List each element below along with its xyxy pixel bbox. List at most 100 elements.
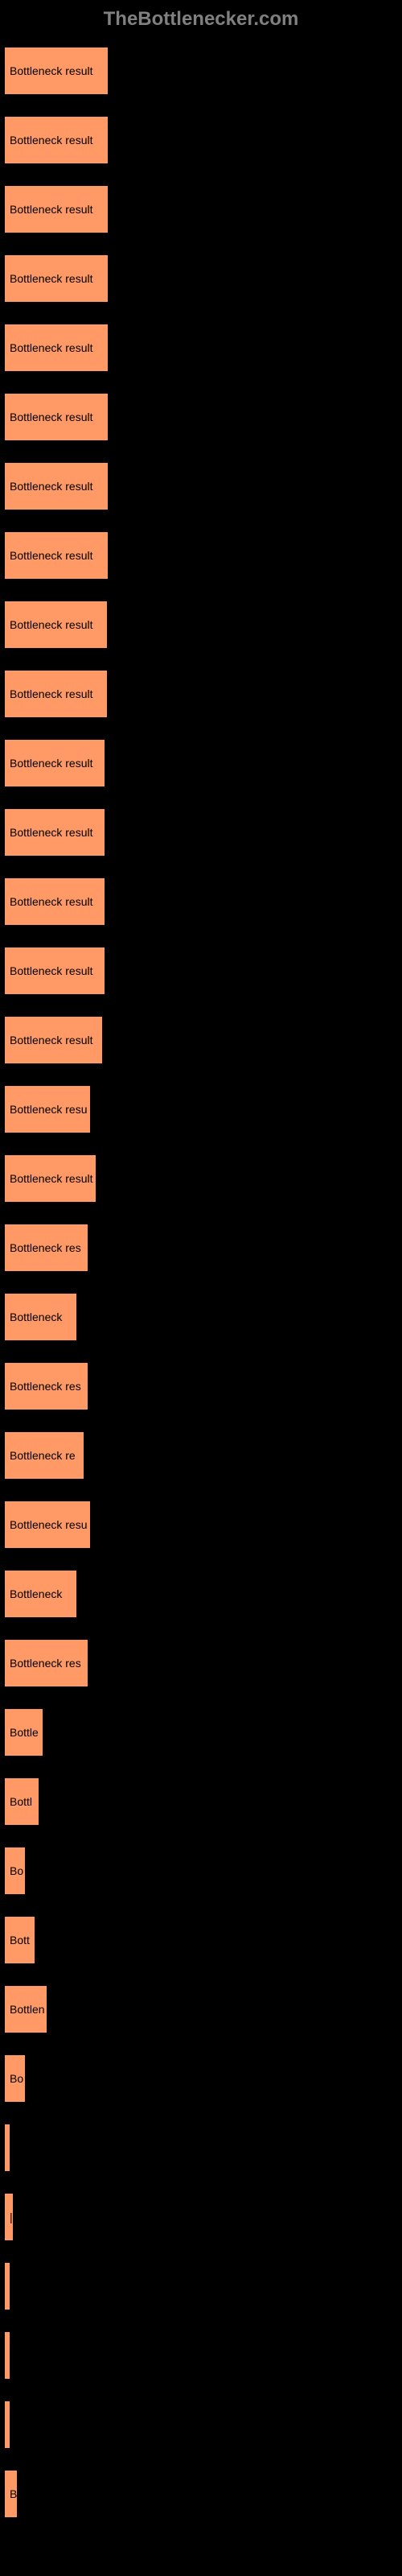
bar: Bottleneck result: [4, 601, 108, 649]
bar-label: Bottleneck result: [10, 272, 93, 285]
site-header: TheBottlenecker.com: [0, 8, 402, 31]
bar-label: Bottleneck result: [10, 618, 93, 631]
bar-label: Bottleneck result: [10, 134, 93, 147]
bar-row: Bottleneck result: [4, 254, 398, 303]
bar: Bottleneck result: [4, 531, 109, 580]
bar: Bottleneck result: [4, 116, 109, 164]
bar: Bottleneck result: [4, 393, 109, 441]
bar-row: Bottleneck result: [4, 1016, 398, 1064]
bar-row: Bottleneck result: [4, 462, 398, 510]
bar: Bottleneck result: [4, 808, 105, 857]
bar-label: Bottleneck: [10, 1587, 62, 1600]
bar: Bottlen: [4, 1985, 47, 2033]
bar-row: Bottleneck result: [4, 531, 398, 580]
bar: Bottleneck result: [4, 947, 105, 995]
bar-row: Bottle: [4, 1708, 398, 1757]
bar: Bottl: [4, 1777, 39, 1826]
bar: Bottleneck result: [4, 739, 105, 787]
bar-row: |: [4, 2193, 398, 2241]
bar-label: Bottleneck re: [10, 1449, 76, 1462]
bar-row: [4, 2124, 398, 2172]
bar-row: Bottleneck resu: [4, 1085, 398, 1133]
bar-label: Bo: [10, 1864, 23, 1877]
bar: Bottleneck res: [4, 1224, 88, 1272]
bar-row: Bottleneck result: [4, 47, 398, 95]
bars-container: Bottleneck result Bottleneck result Bottle…: [4, 47, 398, 2518]
bar-row: B: [4, 2470, 398, 2518]
bar-row: Bottleneck result: [4, 393, 398, 441]
bar-label: Bott: [10, 1934, 30, 1946]
bar-row: Bottleneck result: [4, 947, 398, 995]
bar-label: Bottleneck result: [10, 1172, 93, 1185]
bar: Bottleneck re: [4, 1431, 84, 1480]
header-text: TheBottlenecker.com: [104, 8, 299, 30]
bar: [4, 2401, 10, 2449]
bar-row: Bottlen: [4, 1985, 398, 2033]
bar: Bottleneck result: [4, 254, 109, 303]
bar: Bottleneck res: [4, 1639, 88, 1687]
bar: Bottleneck resu: [4, 1085, 91, 1133]
bar: [4, 2262, 10, 2310]
bar-row: Bottleneck result: [4, 1154, 398, 1203]
bar-label: Bottleneck resu: [10, 1103, 88, 1116]
bar-label: Bottleneck result: [10, 757, 93, 770]
bar-label: Bo: [10, 2072, 23, 2085]
bar-label: Bottleneck result: [10, 826, 93, 839]
bar-row: Bottleneck resu: [4, 1501, 398, 1549]
bar-row: Bottleneck result: [4, 808, 398, 857]
bar-row: Bottleneck result: [4, 670, 398, 718]
bar: |: [4, 2193, 14, 2241]
bar-row: Bottl: [4, 1777, 398, 1826]
bar-label: Bottleneck result: [10, 964, 93, 977]
bar-label: Bottleneck result: [10, 687, 93, 700]
bar-label: Bottleneck result: [10, 1034, 93, 1046]
bar-label: Bottleneck: [10, 1311, 62, 1323]
bar-label: Bottlen: [10, 2003, 45, 2016]
bar: [4, 2124, 10, 2172]
bar: Bottleneck res: [4, 1362, 88, 1410]
bar: Bottleneck: [4, 1293, 77, 1341]
bar-label: Bottleneck result: [10, 411, 93, 423]
bar-row: Bottleneck result: [4, 877, 398, 926]
bar: Bottle: [4, 1708, 43, 1757]
bar-row: Bottleneck: [4, 1293, 398, 1341]
bar: Bo: [4, 2054, 26, 2103]
bar-label: B: [10, 2487, 17, 2500]
bar-row: Bottleneck res: [4, 1224, 398, 1272]
bar-label: Bottleneck result: [10, 341, 93, 354]
bar: Bottleneck result: [4, 47, 109, 95]
bar-label: |: [10, 2211, 13, 2223]
bar: Bottleneck resu: [4, 1501, 91, 1549]
bar-label: Bottl: [10, 1795, 32, 1808]
bar-label: Bottleneck result: [10, 203, 93, 216]
bar-row: Bottleneck result: [4, 116, 398, 164]
bar-label: Bottleneck res: [10, 1657, 81, 1670]
bar-label: Bottle: [10, 1726, 39, 1739]
bar: Bottleneck result: [4, 1016, 103, 1064]
bar-label: Bottleneck result: [10, 480, 93, 493]
bar-row: Bottleneck: [4, 1570, 398, 1618]
bar: Bottleneck: [4, 1570, 77, 1618]
bar-row: Bottleneck result: [4, 185, 398, 233]
bar: [4, 2331, 10, 2380]
bar-row: Bottleneck result: [4, 324, 398, 372]
bar-row: Bottleneck result: [4, 601, 398, 649]
bar: Bottleneck result: [4, 1154, 96, 1203]
bar: Bott: [4, 1916, 35, 1964]
bar: Bottleneck result: [4, 877, 105, 926]
bar-row: [4, 2331, 398, 2380]
bar-row: Bo: [4, 1847, 398, 1895]
bar: Bottleneck result: [4, 185, 109, 233]
bar-label: Bottleneck resu: [10, 1518, 88, 1531]
bar-row: Bott: [4, 1916, 398, 1964]
bar: Bottleneck result: [4, 324, 109, 372]
bar: Bo: [4, 1847, 26, 1895]
bar-label: Bottleneck result: [10, 64, 93, 77]
bar-row: [4, 2401, 398, 2449]
bar-row: [4, 2262, 398, 2310]
bar-chart: Bottleneck result Bottleneck result Bottle…: [0, 47, 402, 2518]
bar-label: Bottleneck res: [10, 1241, 81, 1254]
bar-label: Bottleneck result: [10, 549, 93, 562]
bar-row: Bottleneck re: [4, 1431, 398, 1480]
bar: B: [4, 2470, 18, 2518]
